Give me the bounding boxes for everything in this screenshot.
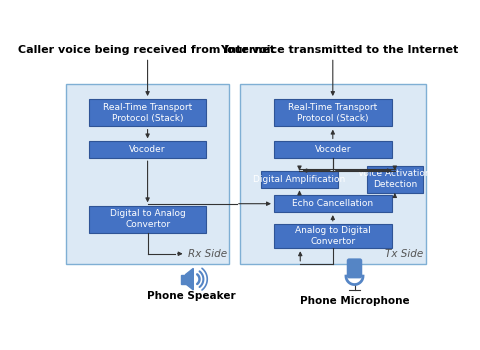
FancyBboxPatch shape: [89, 206, 206, 233]
Text: Real-Time Transport
Protocol (Stack): Real-Time Transport Protocol (Stack): [288, 103, 377, 123]
FancyBboxPatch shape: [89, 141, 206, 158]
FancyBboxPatch shape: [347, 258, 362, 278]
Text: Voice Activation
Detection: Voice Activation Detection: [359, 169, 431, 189]
Text: Analog to Digital
Convertor: Analog to Digital Convertor: [295, 226, 371, 246]
Text: Real-Time Transport
Protocol (Stack): Real-Time Transport Protocol (Stack): [103, 103, 192, 123]
Text: Caller voice being received from Internet: Caller voice being received from Interne…: [18, 46, 276, 55]
FancyBboxPatch shape: [240, 84, 426, 264]
Text: Digital to Analog
Convertor: Digital to Analog Convertor: [110, 209, 185, 229]
Text: Echo Cancellation: Echo Cancellation: [292, 199, 373, 208]
Text: Vocoder: Vocoder: [314, 145, 351, 154]
Polygon shape: [186, 268, 193, 290]
Text: Tx Side: Tx Side: [385, 249, 423, 259]
FancyBboxPatch shape: [274, 195, 392, 212]
FancyBboxPatch shape: [261, 170, 338, 188]
FancyBboxPatch shape: [274, 99, 392, 126]
Text: Phone Speaker: Phone Speaker: [147, 291, 236, 301]
Text: Rx Side: Rx Side: [188, 249, 227, 259]
FancyBboxPatch shape: [274, 224, 392, 248]
FancyBboxPatch shape: [89, 99, 206, 126]
FancyBboxPatch shape: [66, 84, 229, 264]
FancyBboxPatch shape: [367, 166, 423, 192]
FancyBboxPatch shape: [274, 141, 392, 158]
Text: Phone Microphone: Phone Microphone: [300, 296, 409, 306]
Text: Digital Amplification: Digital Amplification: [253, 175, 346, 183]
Bar: [181, 274, 186, 284]
Text: Your voice transmitted to the Internet: Your voice transmitted to the Internet: [220, 46, 458, 55]
Text: Vocoder: Vocoder: [129, 145, 166, 154]
